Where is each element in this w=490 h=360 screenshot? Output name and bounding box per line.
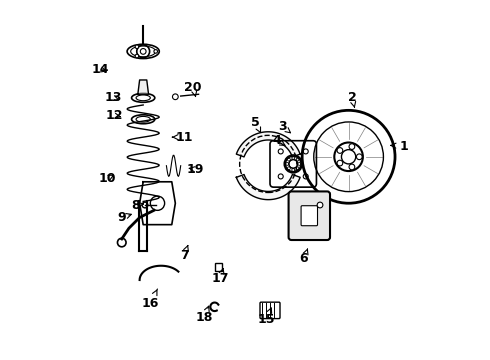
Polygon shape [236,132,300,157]
Text: 12: 12 [106,109,123,122]
Circle shape [337,148,343,153]
Circle shape [135,45,139,49]
Circle shape [135,54,139,58]
Circle shape [303,174,308,179]
Circle shape [278,174,283,179]
Text: 5: 5 [251,116,261,132]
Text: 13: 13 [104,91,122,104]
Text: 15: 15 [258,308,275,326]
Bar [215,263,222,271]
Text: 6: 6 [299,249,308,265]
Text: 18: 18 [195,306,213,324]
Text: 14: 14 [92,63,109,76]
Circle shape [356,154,362,159]
FancyBboxPatch shape [301,206,318,226]
Circle shape [317,202,323,208]
Circle shape [303,149,308,154]
Text: 4: 4 [273,134,285,147]
Polygon shape [138,80,148,94]
Text: 11: 11 [172,131,193,144]
Text: 3: 3 [278,120,291,133]
Circle shape [349,144,355,149]
Text: 16: 16 [142,289,159,310]
Text: 20: 20 [184,81,202,96]
Text: 1: 1 [391,140,408,153]
Polygon shape [236,175,300,200]
Text: 2: 2 [348,91,357,107]
Circle shape [349,164,355,170]
Circle shape [154,50,157,53]
Text: 8: 8 [132,198,144,212]
Circle shape [337,160,343,166]
Text: 10: 10 [98,172,116,185]
Text: 7: 7 [180,246,189,261]
Text: 17: 17 [211,269,229,285]
Text: 19: 19 [186,163,204,176]
Circle shape [278,149,283,154]
FancyBboxPatch shape [289,192,330,240]
Text: 9: 9 [118,211,131,224]
